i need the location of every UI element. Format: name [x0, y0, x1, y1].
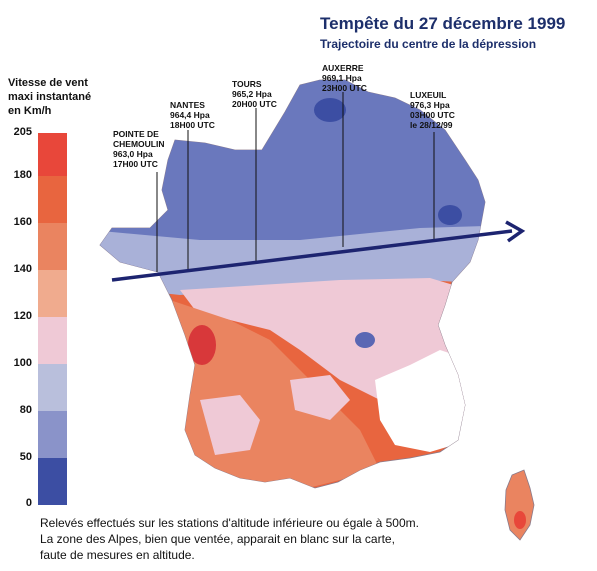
station-label-nantes: NANTES 964,4 Hpa 18H00 UTC — [170, 100, 215, 130]
footnote-line: Relevés effectués sur les stations d'alt… — [40, 516, 419, 530]
legend-tick: 100 — [13, 357, 32, 369]
station-label-tours: TOURS 965,2 Hpa 20H00 UTC — [232, 79, 277, 109]
corsica-red — [514, 511, 526, 529]
station-pressure: 964,4 Hpa — [170, 110, 210, 120]
station-leaders — [156, 92, 435, 272]
zone-red-coast — [188, 325, 216, 365]
legend-band-160-180 — [38, 176, 67, 223]
legend-band-180-205 — [38, 133, 67, 176]
station-name: AUXERRE — [322, 63, 364, 73]
station-pressure: 963,0 Hpa — [113, 149, 153, 159]
legend-band-0-50 — [38, 458, 67, 505]
map-title: Tempête du 27 décembre 1999 — [320, 14, 566, 33]
track-arrowhead — [505, 220, 526, 243]
legend-tick: 120 — [13, 310, 32, 322]
footnote: Relevés effectués sur les stations d'alt… — [40, 515, 419, 563]
station-label-luxeuil: LUXEUIL 976,3 Hpa 03H00 UTC le 28/12/99 — [410, 90, 455, 130]
station-pressure: 969,1 Hpa — [322, 73, 362, 83]
legend-tick: 80 — [19, 404, 32, 416]
legend-tick: 160 — [13, 216, 32, 228]
zone-dark-paris — [314, 98, 346, 122]
corsica — [504, 469, 535, 541]
station-time: 18H00 UTC — [170, 120, 215, 130]
legend-band-140-160 — [38, 223, 67, 270]
station-label-auxerre: AUXERRE 969,1 Hpa 23H00 UTC — [322, 63, 367, 93]
storm-track — [111, 220, 526, 282]
station-pressure: 976,3 Hpa — [410, 100, 450, 110]
station-name: LUXEUIL — [410, 90, 447, 100]
zone-pink-south — [200, 395, 260, 455]
legend-tick: 140 — [13, 263, 32, 275]
zone-dark-east — [438, 205, 462, 225]
legend-tick: 50 — [19, 451, 32, 463]
legend-band-100-120 — [38, 317, 67, 364]
zone-pink-south-2 — [290, 375, 350, 420]
zone-alps-white — [375, 350, 470, 452]
zone-dark-center — [355, 332, 375, 348]
station-label-chemoulin: POINTE DE CHEMOULIN 963,0 Hpa 17H00 UTC — [113, 129, 164, 169]
footnote-line: La zone des Alpes, bien que ventée, appa… — [40, 532, 395, 546]
station-name: TOURS — [232, 79, 262, 89]
station-time: 23H00 UTC — [322, 83, 367, 93]
station-name: CHEMOULIN — [113, 139, 165, 149]
station-time: 20H00 UTC — [232, 99, 277, 109]
station-date: le 28/12/99 — [410, 120, 453, 130]
legend-band-120-140 — [38, 270, 67, 317]
legend-title: Vitesse de vent maxi instantané en Km/h — [8, 76, 98, 118]
legend-band-50-80 — [38, 411, 67, 458]
map-subtitle: Trajectoire du centre de la dépression — [320, 37, 537, 51]
station-time: 17H00 UTC — [113, 159, 158, 169]
station-pressure: 965,2 Hpa — [232, 89, 272, 99]
legend-tick: 205 — [13, 126, 32, 138]
legend-tick: 0 — [25, 497, 32, 509]
legend-tick: 180 — [13, 169, 32, 181]
station-name: POINTE DE — [113, 129, 159, 139]
legend-scale — [38, 133, 67, 505]
legend-band-80-100 — [38, 364, 67, 411]
station-time: 03H00 UTC — [410, 110, 455, 120]
legend-title-line: maxi instantané — [8, 91, 92, 103]
station-name: NANTES — [170, 100, 205, 110]
legend-title-line: Vitesse de vent — [8, 77, 88, 89]
track-line — [111, 229, 513, 282]
legend-title-line: en Km/h — [8, 105, 52, 117]
footnote-line: faute de mesures en altitude. — [40, 548, 195, 562]
